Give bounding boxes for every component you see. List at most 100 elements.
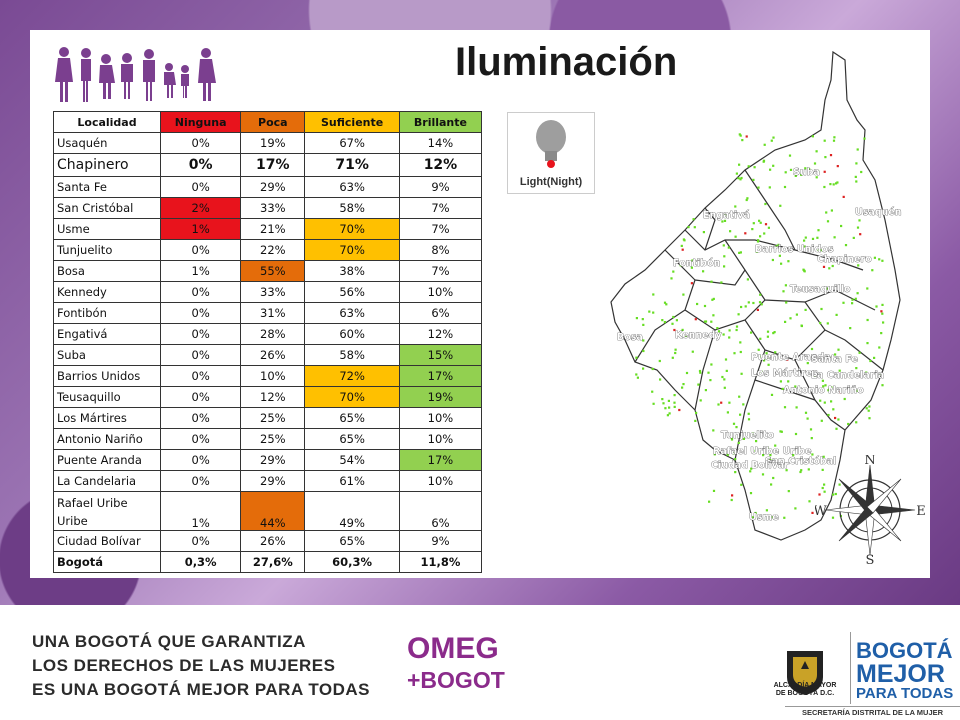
map-dot bbox=[826, 322, 829, 325]
map-dot bbox=[757, 348, 760, 351]
map-dot bbox=[734, 458, 737, 461]
map-dot bbox=[670, 277, 673, 280]
map-dot bbox=[723, 265, 726, 268]
map-dot bbox=[856, 292, 859, 295]
map-dot bbox=[739, 251, 742, 254]
map-dot bbox=[823, 170, 826, 173]
map-dot bbox=[664, 407, 667, 410]
map-dot bbox=[835, 182, 838, 185]
map-dot bbox=[784, 320, 787, 323]
map-dot bbox=[732, 422, 736, 425]
map-dot bbox=[746, 197, 749, 200]
value-cell: 8% bbox=[398, 239, 483, 261]
map-dot bbox=[707, 371, 710, 374]
value-cell: 17% bbox=[398, 365, 483, 387]
map-dot bbox=[783, 185, 787, 189]
map-dot bbox=[722, 244, 725, 247]
map-dot bbox=[773, 331, 776, 334]
header-poca: Poca bbox=[240, 111, 306, 133]
table-body: Usaquén 0% 19% 67% 14% Chapinero 0% 17% 71% 12% Sa… bbox=[53, 132, 483, 573]
table-row: Ciudad Bolívar 0% 26% 65% 9% bbox=[53, 530, 483, 552]
map-dot bbox=[681, 328, 684, 331]
map-dot bbox=[809, 428, 813, 431]
table-row: Rafael Uribe Uribe 1% 44% 49% 6% bbox=[53, 491, 483, 531]
map-dot bbox=[788, 154, 792, 157]
map-label: Barrios Unidos bbox=[755, 244, 834, 255]
value-cell: 61% bbox=[304, 470, 400, 492]
map-dot bbox=[831, 264, 834, 268]
value-cell: 60% bbox=[304, 323, 400, 345]
map-dot bbox=[772, 164, 775, 167]
map-dot bbox=[739, 134, 742, 137]
map-dot bbox=[873, 256, 876, 259]
legend-box: Light(Night) bbox=[507, 112, 595, 194]
map-dot bbox=[832, 183, 835, 186]
map-dot bbox=[822, 385, 825, 388]
map-dot bbox=[733, 352, 736, 355]
localidad-cell: Barrios Unidos bbox=[53, 365, 161, 387]
map-dot bbox=[663, 321, 666, 324]
value-cell: 70% bbox=[304, 386, 400, 408]
map-dot bbox=[820, 249, 823, 252]
localidad-cell: Teusaquillo bbox=[53, 386, 161, 408]
map-dot bbox=[673, 401, 676, 404]
value-cell: 0% bbox=[159, 386, 242, 408]
map-dot bbox=[763, 232, 766, 235]
map-dot bbox=[726, 411, 729, 414]
map-dot bbox=[795, 406, 798, 409]
map-dot bbox=[666, 414, 669, 417]
value-cell: 44% bbox=[240, 491, 306, 531]
map-dot bbox=[709, 379, 712, 382]
table-row: Barrios Unidos 0% 10% 72% 17% bbox=[53, 365, 483, 387]
table-row: Usme 1% 21% 70% 7% bbox=[53, 218, 483, 240]
map-dot bbox=[817, 249, 820, 252]
map-dot bbox=[716, 327, 719, 330]
alcaldia-caption: ALCALDÍA MAYOR DE BOGOTÁ D.C. bbox=[762, 682, 848, 698]
compass-e: E bbox=[916, 504, 925, 519]
table-row: Bosa 1% 55% 38% 7% bbox=[53, 260, 483, 282]
map-dot bbox=[652, 293, 655, 296]
localidad-cell: Puente Aranda bbox=[53, 449, 161, 471]
bogota-coat-of-arms-icon bbox=[787, 651, 823, 695]
map-dot bbox=[765, 352, 768, 355]
map-dot bbox=[667, 399, 670, 402]
map-dot bbox=[813, 375, 816, 378]
map-dot bbox=[868, 417, 871, 420]
map-dot bbox=[867, 409, 870, 412]
map-dot bbox=[779, 204, 782, 207]
map-dot bbox=[729, 230, 732, 233]
map-dot bbox=[787, 260, 790, 263]
omeg-logo: OMEG +BOGOTÁ bbox=[407, 632, 505, 693]
map-dot bbox=[851, 302, 854, 305]
map-dot bbox=[756, 308, 759, 311]
map-dot bbox=[804, 308, 807, 311]
localidad-cell: Chapinero bbox=[53, 153, 161, 177]
compass-n: N bbox=[864, 455, 875, 468]
map-dot bbox=[744, 305, 747, 308]
value-cell: 72% bbox=[304, 365, 400, 387]
bogota-mejor-logo: BOGOTÁ MEJOR PARA TODAS bbox=[856, 638, 953, 702]
map-dot bbox=[765, 356, 768, 359]
map-dot bbox=[799, 470, 802, 474]
map-dot bbox=[881, 303, 884, 306]
map-dot bbox=[865, 371, 868, 374]
map-dot bbox=[817, 170, 820, 173]
omeg-bottom-text: +BOGOTÁ bbox=[407, 666, 505, 693]
map-dot bbox=[830, 400, 833, 403]
value-cell: 19% bbox=[240, 132, 306, 154]
value-cell: 12% bbox=[398, 323, 483, 345]
map-dot bbox=[804, 236, 807, 239]
map-dot bbox=[771, 516, 774, 519]
map-dot bbox=[855, 367, 858, 370]
value-cell: 38% bbox=[304, 260, 400, 282]
value-cell: 0% bbox=[159, 530, 242, 552]
map-dot bbox=[834, 492, 837, 496]
map-dot bbox=[734, 471, 737, 474]
value-cell: 63% bbox=[304, 302, 400, 324]
map-dot bbox=[717, 403, 720, 406]
value-cell: 56% bbox=[304, 281, 400, 303]
map-dot bbox=[695, 411, 698, 414]
map-dot bbox=[672, 315, 675, 319]
map-dot bbox=[830, 209, 833, 212]
table-row: Usaquén 0% 19% 67% 14% bbox=[53, 132, 483, 154]
